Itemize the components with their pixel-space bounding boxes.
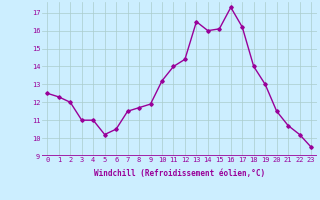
X-axis label: Windchill (Refroidissement éolien,°C): Windchill (Refroidissement éolien,°C) [94,169,265,178]
